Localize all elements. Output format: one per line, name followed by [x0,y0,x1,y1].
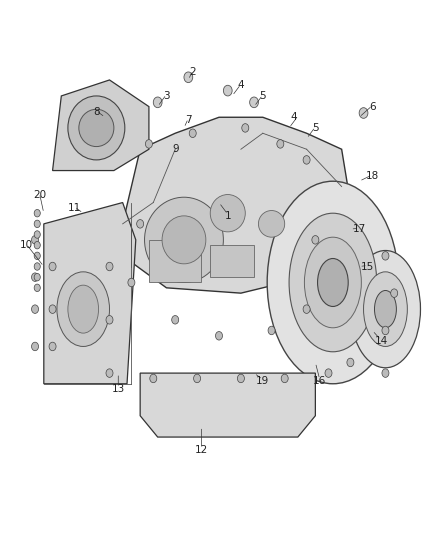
Text: 12: 12 [195,446,208,455]
Circle shape [312,236,319,244]
Ellipse shape [289,213,377,352]
Circle shape [382,369,389,377]
Circle shape [281,374,288,383]
Ellipse shape [258,211,285,237]
Text: 9: 9 [172,144,179,154]
Circle shape [153,97,162,108]
Ellipse shape [267,181,399,384]
Circle shape [32,273,39,281]
Circle shape [34,284,40,292]
Ellipse shape [374,290,396,328]
Ellipse shape [57,272,110,346]
Circle shape [184,72,193,83]
Circle shape [34,263,40,270]
Ellipse shape [318,259,348,306]
Circle shape [189,129,196,138]
Text: 16: 16 [313,376,326,386]
Text: 19: 19 [256,376,269,386]
Ellipse shape [68,96,125,160]
Circle shape [325,369,332,377]
Ellipse shape [210,195,245,232]
Circle shape [106,316,113,324]
Text: 5: 5 [259,91,266,101]
Circle shape [34,241,40,249]
Text: 11: 11 [68,203,81,213]
Circle shape [106,369,113,377]
Ellipse shape [350,251,420,368]
Text: 18: 18 [366,171,379,181]
Circle shape [145,140,152,148]
Text: 7: 7 [185,115,192,125]
Circle shape [34,252,40,260]
Text: 14: 14 [374,336,388,346]
Circle shape [34,209,40,217]
Circle shape [32,305,39,313]
Bar [210,245,254,277]
Polygon shape [53,80,149,171]
Circle shape [172,316,179,324]
Circle shape [194,374,201,383]
Circle shape [303,305,310,313]
Circle shape [250,97,258,108]
Text: 8: 8 [93,107,100,117]
Text: 4: 4 [290,112,297,122]
Circle shape [359,108,368,118]
Circle shape [49,262,56,271]
Text: 1: 1 [224,211,231,221]
Ellipse shape [68,285,99,333]
Circle shape [150,374,157,383]
Circle shape [106,262,113,271]
Text: 17: 17 [353,224,366,234]
Text: 15: 15 [361,262,374,271]
Polygon shape [140,373,315,437]
Circle shape [32,236,39,244]
Circle shape [34,231,40,238]
Ellipse shape [162,216,206,264]
Circle shape [137,220,144,228]
Text: 2: 2 [189,67,196,77]
Ellipse shape [79,109,114,147]
Text: 4: 4 [237,80,244,90]
Text: 10: 10 [20,240,33,250]
Ellipse shape [145,197,223,282]
Circle shape [242,124,249,132]
Text: 3: 3 [163,91,170,101]
Circle shape [347,358,354,367]
Ellipse shape [304,237,361,328]
Circle shape [303,156,310,164]
Polygon shape [44,203,136,384]
Text: 13: 13 [112,384,125,394]
Text: 5: 5 [312,123,319,133]
Text: 6: 6 [369,102,376,111]
Circle shape [215,332,223,340]
Circle shape [223,85,232,96]
Circle shape [382,326,389,335]
Circle shape [277,140,284,148]
Circle shape [128,278,135,287]
Circle shape [49,342,56,351]
Polygon shape [123,117,350,293]
Bar [149,240,201,282]
Circle shape [382,252,389,260]
Circle shape [34,273,40,281]
Circle shape [49,305,56,313]
Circle shape [32,342,39,351]
Circle shape [34,220,40,228]
Ellipse shape [364,272,407,346]
Circle shape [268,326,275,335]
Text: 20: 20 [33,190,46,199]
Circle shape [391,289,398,297]
Circle shape [237,374,244,383]
